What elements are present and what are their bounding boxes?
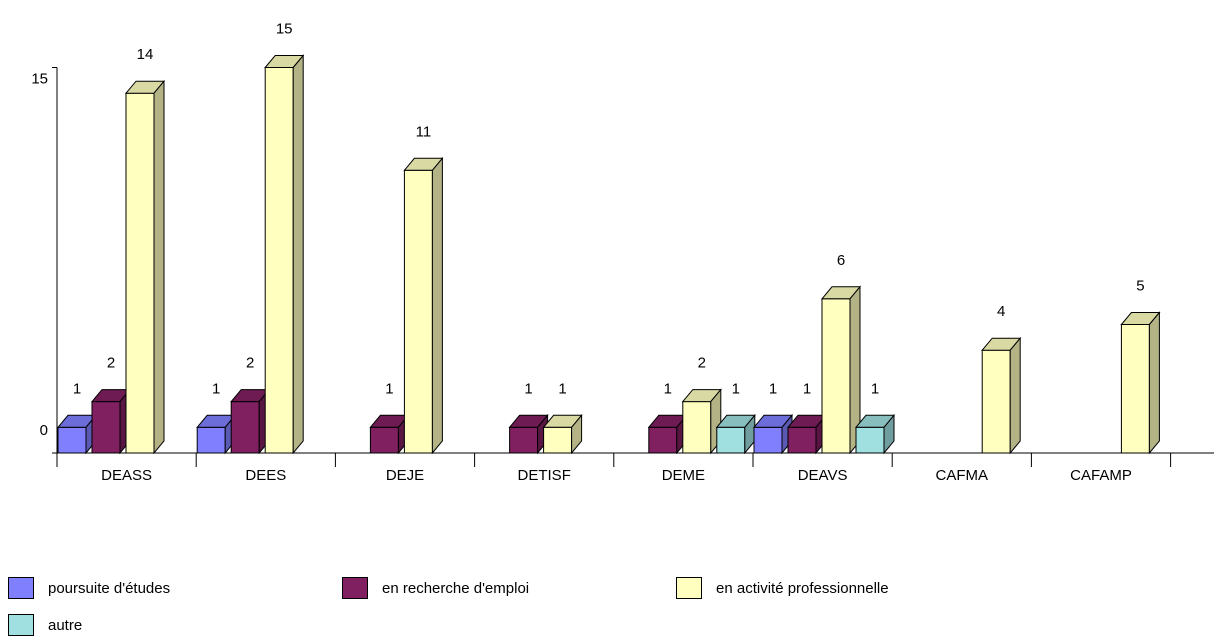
- bar: [855, 426, 885, 454]
- data-label: 4: [997, 303, 1005, 320]
- y-tick-label: 0: [40, 422, 48, 439]
- bar: [753, 426, 783, 454]
- data-label: 14: [137, 46, 154, 63]
- data-label: 1: [803, 380, 811, 397]
- bar-side: [1148, 311, 1160, 455]
- bar: [682, 401, 712, 454]
- data-label: 1: [664, 380, 672, 397]
- data-label: 1: [558, 380, 566, 397]
- bar-side: [1009, 336, 1021, 455]
- bar: [403, 169, 433, 454]
- bar-side: [571, 413, 583, 455]
- bar: [981, 349, 1011, 454]
- bar: [787, 426, 817, 454]
- bar: [716, 426, 746, 454]
- data-label: 11: [416, 123, 432, 140]
- bar: [264, 67, 294, 454]
- data-label: 2: [107, 355, 115, 372]
- data-label: 2: [698, 355, 706, 372]
- bar: [91, 401, 121, 454]
- x-tick-label: DEJE: [386, 467, 424, 484]
- data-label: 1: [212, 380, 220, 397]
- bar: [125, 92, 155, 454]
- data-label: 15: [276, 21, 293, 38]
- data-label: 1: [732, 380, 740, 397]
- bar: [57, 426, 87, 454]
- bar-side: [292, 54, 304, 455]
- x-tick-label: DEASS: [101, 467, 152, 484]
- data-label: 1: [871, 380, 879, 397]
- bar-side: [883, 413, 895, 455]
- data-label: 1: [769, 380, 777, 397]
- x-tick-label: CAFAMP: [1070, 467, 1132, 484]
- x-tick-label: CAFMA: [936, 467, 989, 484]
- bar: [196, 426, 226, 454]
- bar: [821, 298, 851, 454]
- data-label: 1: [385, 380, 393, 397]
- bar-side: [431, 156, 443, 455]
- bar: [648, 426, 678, 454]
- data-label: 1: [524, 380, 532, 397]
- x-tick-label: DEME: [662, 467, 705, 484]
- x-tick-label: DEES: [245, 467, 286, 484]
- data-label: 1: [73, 380, 81, 397]
- bar: [543, 426, 573, 454]
- bar: [369, 426, 399, 454]
- y-tick-label: 15: [31, 71, 48, 88]
- x-tick-label: DETISF: [518, 467, 571, 484]
- bar-side: [153, 79, 165, 455]
- bar: [509, 426, 539, 454]
- data-label: 5: [1136, 278, 1144, 295]
- bar: [230, 401, 260, 454]
- data-label: 2: [246, 355, 254, 372]
- x-tick-label: DEAVS: [798, 467, 848, 484]
- data-label: 6: [837, 252, 845, 269]
- bar: [1120, 324, 1150, 454]
